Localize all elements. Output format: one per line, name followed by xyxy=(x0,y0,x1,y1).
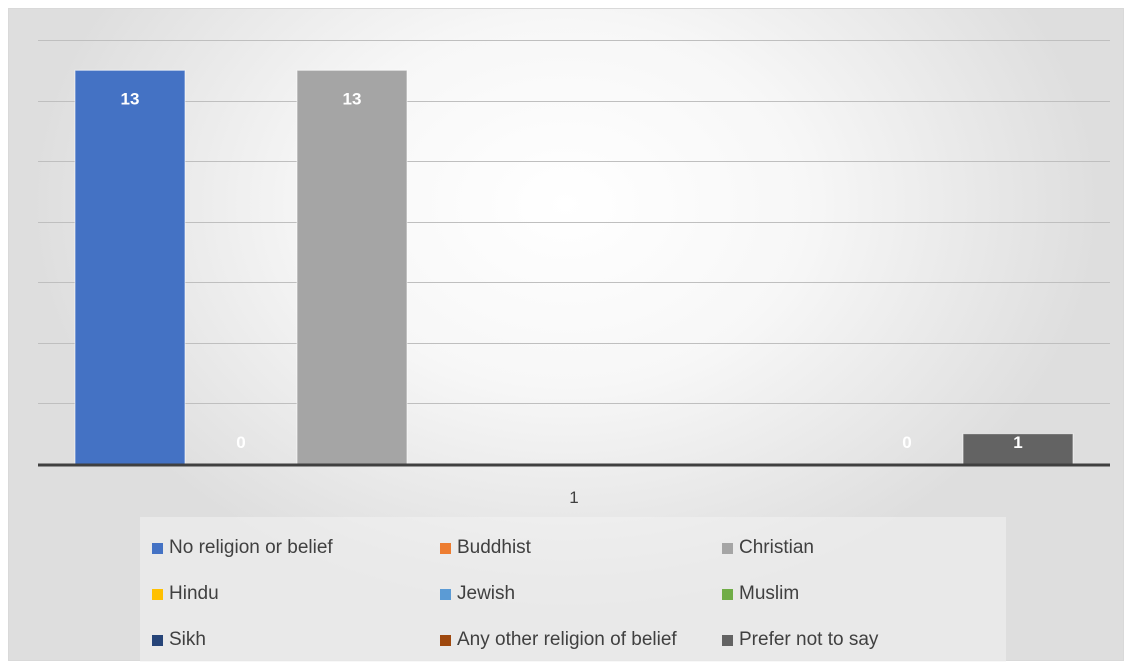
bars xyxy=(74,69,1074,465)
bar xyxy=(962,433,1074,465)
data-label: 0 xyxy=(236,433,245,452)
legend-item: Sikh xyxy=(152,629,206,651)
data-labels: 13 0 13 0 1 xyxy=(121,89,1023,452)
legend-label: Sikh xyxy=(169,629,206,650)
legend-swatch xyxy=(440,542,451,554)
legend-item: Buddhist xyxy=(440,537,531,559)
legend-item: Any other religion of belief xyxy=(440,629,677,651)
legend-item: Christian xyxy=(722,537,814,559)
category-tick-label: 1 xyxy=(569,488,578,507)
legend-label: Hindu xyxy=(169,583,219,604)
legend-swatch xyxy=(722,542,733,554)
legend-label: Muslim xyxy=(739,583,800,604)
legend-label: Buddhist xyxy=(457,537,531,558)
legend-item: No religion or belief xyxy=(152,537,333,559)
legend-label: Any other religion of belief xyxy=(457,629,677,650)
legend-label: Prefer not to say xyxy=(739,629,879,650)
legend-label: Jewish xyxy=(457,583,516,604)
data-label: 0 xyxy=(902,433,911,452)
legend-swatch xyxy=(152,634,163,646)
legend-swatch xyxy=(440,634,451,646)
data-label: 13 xyxy=(343,89,362,108)
legend-swatch xyxy=(722,588,733,600)
bar xyxy=(74,69,186,465)
legend-swatch xyxy=(152,542,163,554)
legend-swatch xyxy=(152,588,163,600)
legend-item: Muslim xyxy=(722,583,799,605)
legend-swatch xyxy=(722,634,733,646)
gridlines xyxy=(38,40,1110,404)
legend-item: Prefer not to say xyxy=(722,629,878,651)
data-label: 1 xyxy=(1013,433,1022,452)
legend: No religion or belief Buddhist Christian Hi… xyxy=(140,517,1006,662)
legend-swatch xyxy=(440,588,451,600)
legend-label: Christian xyxy=(739,537,814,558)
data-label: 13 xyxy=(121,89,140,108)
bar xyxy=(296,69,408,465)
legend-item: Hindu xyxy=(152,583,219,605)
legend-label: No religion or belief xyxy=(169,537,333,558)
legend-item: Jewish xyxy=(440,583,515,605)
